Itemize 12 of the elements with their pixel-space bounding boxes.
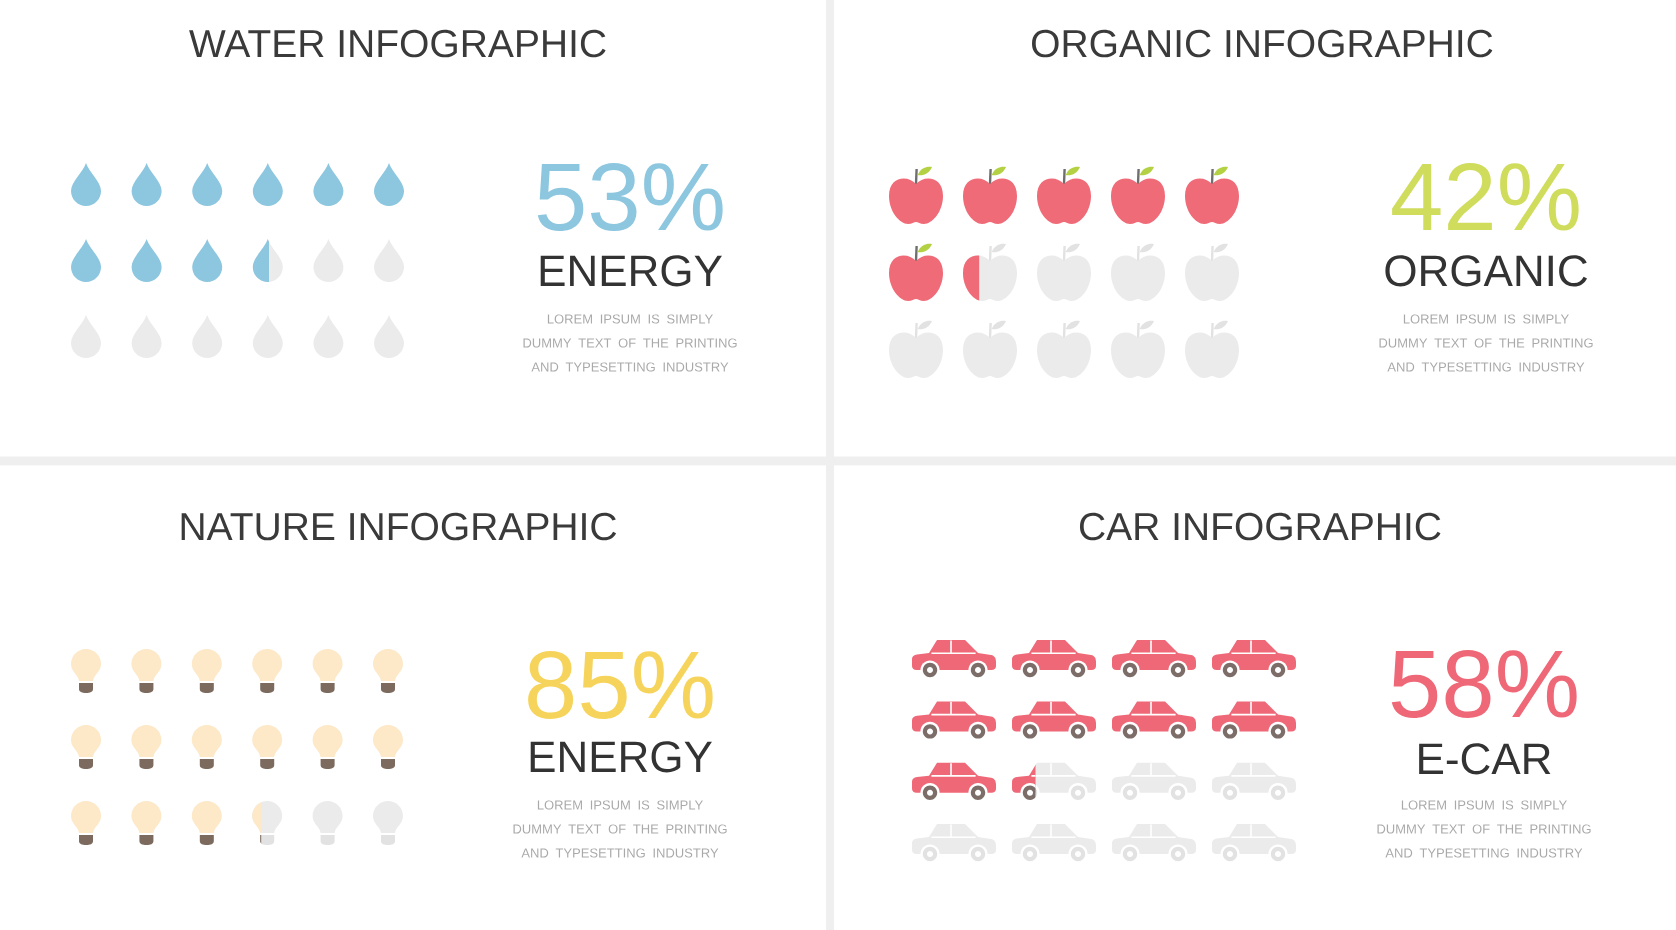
text: WATER INFOGRAPHIC [189,29,606,58]
category-label: E-CAR [1419,743,1551,775]
category-label: ENERGY [530,741,712,773]
text: ORGANIC INFOGRAPHIC [1032,29,1493,58]
data-label: 85% [528,650,713,719]
category-label: ENERGY [540,255,722,287]
category-label: ORGANIC [1385,255,1588,287]
text: NATURE INFOGRAPHIC [181,512,617,541]
data-label: 53% [537,162,723,231]
data-label: 58% [1391,649,1577,718]
text: CAR INFOGRAPHIC [1079,512,1441,541]
data-label: 42% [1392,162,1579,231]
